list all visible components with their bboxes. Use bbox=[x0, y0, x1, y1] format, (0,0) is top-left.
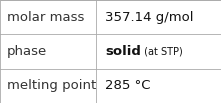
Text: phase: phase bbox=[7, 45, 47, 58]
Text: molar mass: molar mass bbox=[7, 11, 84, 24]
Text: (at STP): (at STP) bbox=[141, 46, 183, 57]
Text: solid: solid bbox=[105, 45, 141, 58]
Text: 357.14 g/mol: 357.14 g/mol bbox=[105, 11, 193, 24]
Text: melting point: melting point bbox=[7, 79, 96, 92]
Text: 285 °C: 285 °C bbox=[105, 79, 151, 92]
